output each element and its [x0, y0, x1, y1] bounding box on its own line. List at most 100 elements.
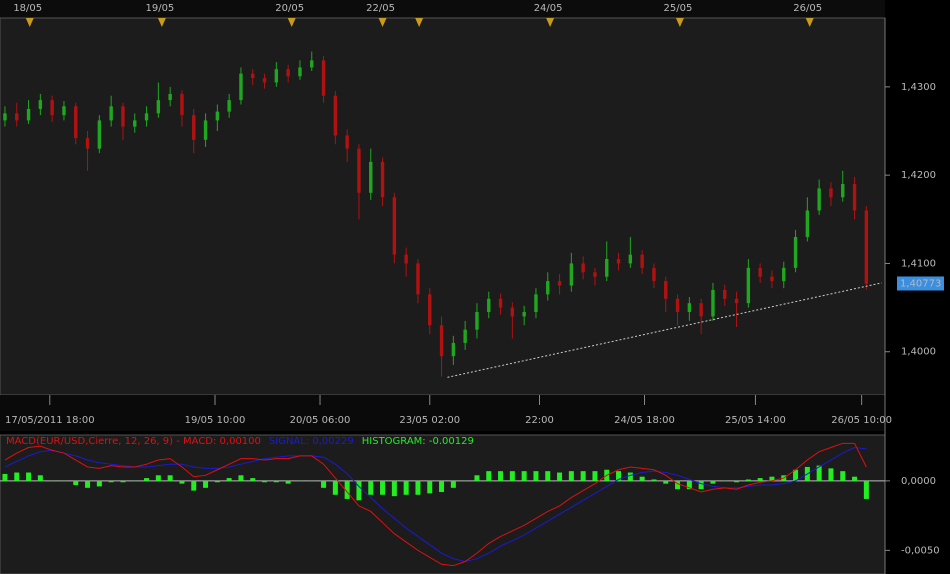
candle-body — [97, 120, 102, 149]
candle-body — [569, 263, 574, 286]
candle-body — [239, 73, 243, 101]
candle-body — [345, 135, 349, 149]
candle-body — [156, 100, 161, 114]
histogram-bar — [639, 476, 645, 481]
candle-body — [605, 259, 609, 277]
candle-body — [699, 303, 703, 317]
histogram-bar — [344, 480, 350, 499]
histogram-bar — [675, 480, 681, 490]
candle-body — [439, 325, 444, 357]
candle-body — [522, 312, 526, 317]
candle-body — [510, 307, 515, 317]
date-marker-label: 22/05 — [366, 3, 395, 14]
x-tick-label: 20/05 06:00 — [290, 415, 351, 426]
histogram-bar — [37, 475, 43, 481]
x-tick-label: 26/05 10:00 — [831, 415, 892, 426]
histogram-bar — [191, 480, 197, 491]
histogram-bar — [85, 480, 91, 488]
histogram-bar — [498, 471, 504, 481]
histogram-bar — [450, 480, 456, 488]
y-tick-label: 1,4000 — [901, 347, 936, 358]
candle-body — [215, 111, 220, 121]
histogram-bar — [474, 475, 480, 481]
legend: MACD(EUR/USD,Cierre, 12, 26, 9) - MACD: … — [6, 436, 474, 447]
date-marker-label: 26/05 — [793, 3, 822, 14]
y-tick-label: 1,4300 — [901, 82, 936, 93]
legend-entry: SIGNAL: 0,00229 — [269, 436, 354, 447]
candle-body — [652, 267, 656, 282]
candle-body — [687, 303, 692, 313]
candle-body — [711, 289, 715, 317]
x-tick-label: 22:00 — [525, 415, 554, 426]
candle-body — [557, 281, 562, 286]
histogram-bar — [273, 480, 279, 483]
candle-body — [262, 78, 267, 83]
histogram-bar — [415, 480, 421, 495]
histogram-bar — [73, 480, 79, 486]
candle-body — [852, 183, 857, 211]
histogram-bar — [61, 480, 67, 482]
candle-body — [640, 254, 644, 268]
top-date-bar — [0, 0, 885, 18]
histogram-bar — [297, 480, 303, 482]
histogram-bar — [568, 471, 574, 481]
histogram-bar — [616, 471, 622, 481]
candle-body — [310, 60, 314, 68]
histogram-bar — [368, 480, 374, 495]
date-marker-label: 25/05 — [664, 3, 693, 14]
candle-body — [782, 267, 786, 282]
histogram-bar — [592, 471, 598, 481]
date-marker — [546, 18, 555, 27]
candle-body — [62, 106, 66, 116]
histogram-bar — [557, 472, 563, 481]
candle-body — [805, 210, 810, 237]
x-tick-label: 23/05 02:00 — [399, 415, 460, 426]
histogram-bar — [828, 468, 834, 481]
candle-body — [628, 254, 633, 264]
candle-body — [864, 210, 869, 284]
x-tick-label: 19/05 10:00 — [185, 415, 246, 426]
y-tick-label: 0,0000 — [901, 476, 936, 487]
y-tick-label: -0,0050 — [901, 545, 940, 556]
candle-body — [817, 188, 821, 211]
macd-panel — [0, 434, 886, 574]
histogram-bar — [769, 476, 775, 481]
candle-body — [286, 69, 290, 77]
candle-body — [675, 298, 680, 313]
candle-body — [251, 73, 255, 79]
date-marker — [287, 18, 296, 27]
macd-line — [4, 442, 867, 567]
last-price-label: 1,40773 — [900, 278, 941, 289]
histogram-bar — [627, 472, 633, 481]
legend-entry: MACD(EUR/USD,Cierre, 12, 26, 9) - MACD: … — [6, 436, 261, 447]
histogram-bar — [663, 480, 669, 484]
candle-body — [192, 115, 196, 140]
candle-body — [428, 294, 432, 326]
date-marker-label: 24/05 — [534, 3, 563, 14]
candle-body — [841, 183, 845, 198]
histogram-bar — [250, 478, 256, 481]
y-tick-label: 1,4200 — [901, 170, 936, 181]
candle-body — [475, 312, 479, 330]
candle-body — [274, 69, 279, 83]
histogram-bar — [545, 471, 551, 481]
candle-body — [770, 276, 774, 282]
histogram-bar — [214, 480, 220, 483]
date-marker-label: 19/05 — [145, 3, 174, 14]
histogram-bar — [863, 480, 869, 499]
histogram-bar — [226, 478, 232, 481]
candle-body — [664, 281, 668, 299]
histogram-bar — [203, 480, 209, 488]
histogram-bar — [120, 480, 126, 483]
histogram-bar — [238, 475, 244, 481]
candle-body — [74, 106, 78, 139]
histogram-bar — [580, 471, 586, 481]
date-marker — [415, 18, 424, 27]
y-tick-label: 1,4100 — [901, 258, 936, 269]
histogram-bar — [403, 480, 409, 495]
candle-body — [369, 161, 373, 193]
histogram-bar — [96, 480, 102, 487]
histogram-bar — [840, 471, 846, 481]
candle-body — [133, 120, 137, 127]
